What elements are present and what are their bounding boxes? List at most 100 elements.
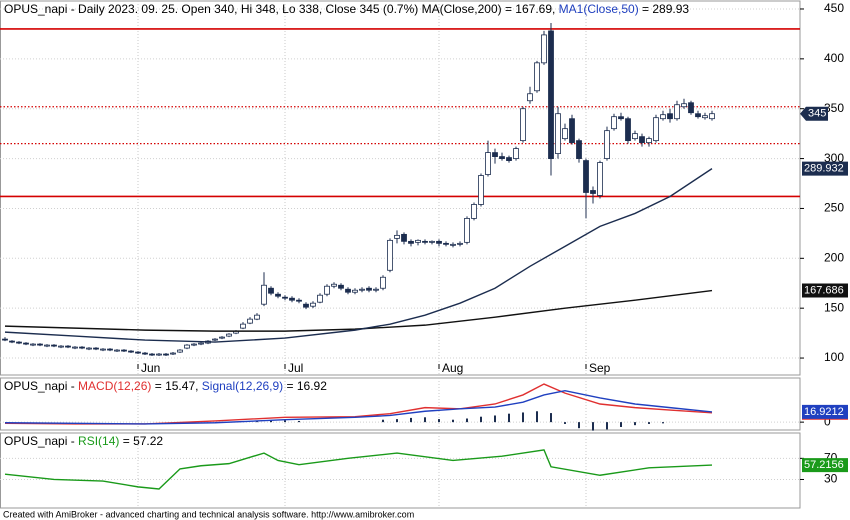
candle-body [464, 218, 470, 243]
footer: Created with AmiBroker - advanced charti… [3, 509, 414, 519]
header-text: OPUS_napi - [4, 379, 78, 393]
x-tick-label: Aug [442, 361, 463, 375]
candle-body [191, 343, 197, 346]
candle-body [632, 133, 638, 140]
candle-body [604, 130, 610, 159]
candle-body [51, 344, 57, 347]
candle-body [513, 148, 519, 159]
histogram-bar [550, 413, 552, 423]
panel-frame [0, 0, 801, 376]
candle-body [37, 343, 43, 346]
candle-body [23, 342, 29, 345]
candle-body [471, 204, 477, 219]
candle-body [639, 136, 645, 144]
candle-body [16, 341, 22, 344]
candle-body [261, 284, 267, 305]
candle-body [485, 152, 491, 175]
y-tick-label: 200 [824, 250, 844, 264]
histogram-bar [424, 417, 426, 423]
candle-body [653, 117, 659, 142]
candle-body [352, 289, 358, 293]
candle-body [506, 157, 512, 161]
candle-body [359, 288, 365, 291]
candle-body [387, 239, 393, 271]
candle-body [555, 113, 561, 154]
candle-body [646, 138, 652, 144]
y-tick-label: 450 [824, 1, 844, 15]
candle-body [156, 353, 162, 356]
histogram-bar [536, 411, 538, 423]
candle-body [303, 303, 309, 308]
header-series-name: MA1(Close,50) [559, 2, 639, 16]
y-tick-label: 0 [824, 414, 831, 428]
candle-body [443, 242, 449, 245]
candle-body [198, 342, 204, 345]
candle-body [93, 347, 99, 350]
candle-body [436, 240, 442, 244]
candle-body [107, 348, 113, 351]
histogram-bar [438, 419, 440, 423]
series-line [4, 449, 713, 490]
histogram-bar [648, 422, 650, 424]
candle-body [289, 297, 295, 301]
candle-body [667, 113, 673, 120]
value-tag-label: 167.686 [804, 284, 844, 296]
candle-body [30, 343, 36, 346]
candle-body [688, 102, 694, 114]
histogram-bar [480, 416, 482, 423]
histogram-bar [522, 412, 524, 423]
histogram-bar [564, 422, 566, 424]
candle-body [660, 114, 666, 120]
histogram-bar [606, 422, 608, 430]
candle-body [366, 287, 372, 291]
candle-body [170, 352, 176, 355]
candle-body [79, 346, 85, 349]
candle-body [72, 346, 78, 349]
candle-body [177, 349, 183, 353]
histogram-bar [466, 418, 468, 423]
candle-body [142, 352, 148, 355]
candle-body [450, 243, 456, 246]
header-series-name: MACD(12,26) [78, 379, 151, 393]
header-series-name: Signal(12,26,9) [202, 379, 283, 393]
candle-body [121, 349, 127, 352]
candle-body [135, 351, 141, 354]
candle-body [296, 299, 302, 302]
series-line [4, 289, 713, 332]
header-series-name: MA(Close,200) [422, 2, 502, 16]
candle-body [380, 276, 386, 289]
candle-body [681, 103, 687, 108]
candle-body [702, 115, 708, 119]
candle-body [534, 62, 540, 92]
value-tag-label: 57.2156 [804, 459, 844, 471]
candle-body [548, 30, 554, 159]
candle-body [429, 240, 435, 243]
histogram-bar [620, 422, 622, 427]
candle-body [268, 287, 274, 294]
histogram-bar [270, 420, 272, 423]
candle-body [345, 288, 351, 293]
value-tag [802, 458, 848, 473]
candle-body [317, 294, 323, 303]
candle-body [219, 336, 225, 339]
candle-body [9, 340, 15, 343]
x-tick-label: Jul [288, 361, 303, 375]
candle-body [275, 293, 281, 297]
histogram-bar [592, 422, 594, 431]
header-series-name: RSI(14) [78, 434, 119, 448]
candle-body [282, 296, 288, 299]
histogram-bar [396, 419, 398, 423]
candle-body [590, 190, 596, 194]
candle-body [240, 323, 246, 329]
histogram-bar [634, 422, 636, 426]
histogram-bar [662, 422, 664, 424]
candle-body [583, 160, 589, 193]
value-tag [800, 106, 828, 121]
candle-body [226, 333, 232, 337]
panel-header: OPUS_napi - RSI(14) = 57.22 [4, 434, 163, 448]
value-tag-label: 16.9212 [804, 406, 844, 418]
candle-body [569, 118, 575, 144]
series-line [4, 389, 713, 425]
histogram-bar [452, 419, 454, 423]
histogram-bar [382, 419, 384, 423]
